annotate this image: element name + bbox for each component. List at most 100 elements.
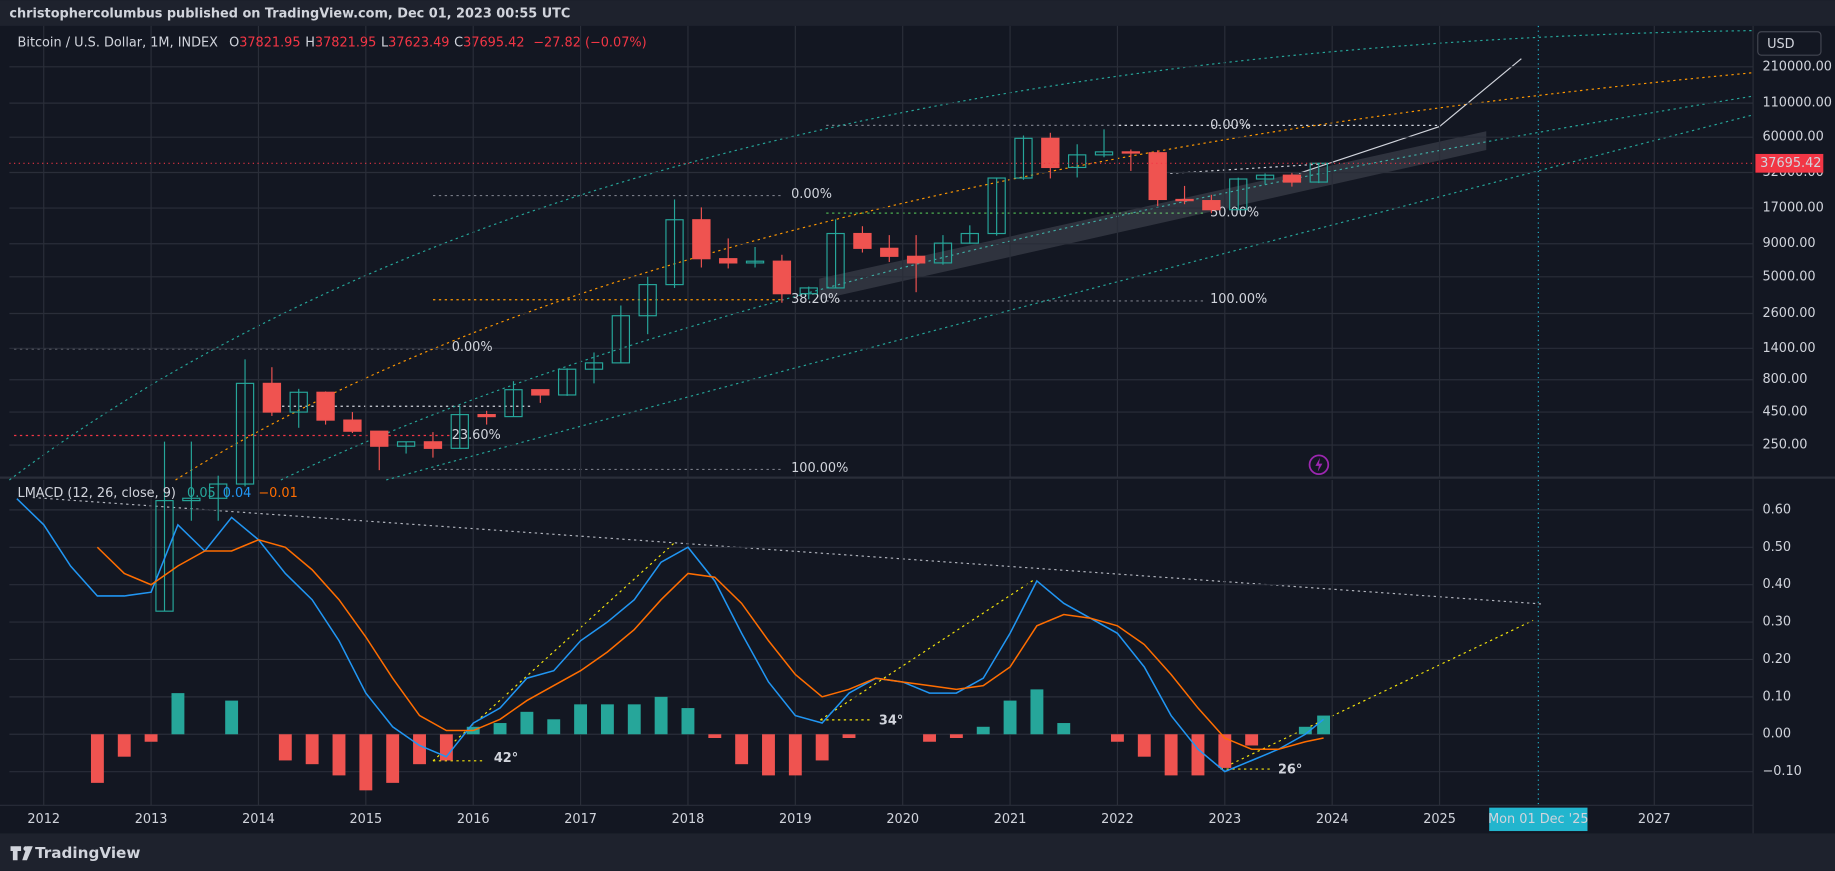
- y-tick-label: 2600.00: [1762, 306, 1815, 321]
- ohlc: O37821.95 H37821.95 L37623.49 C37695.42: [229, 35, 524, 50]
- histogram-bar: [171, 693, 185, 735]
- candle-body: [719, 258, 738, 264]
- x-tick-label: 2020: [886, 812, 919, 827]
- y-tick-label: 17000.00: [1762, 201, 1823, 216]
- candle-body: [182, 497, 201, 502]
- histogram-bar: [1110, 734, 1124, 742]
- channel-band: [819, 131, 1487, 300]
- fib-label: 100.00%: [791, 461, 848, 476]
- legend-value: 0.05: [187, 485, 216, 500]
- fib-label: 100.00%: [1210, 292, 1267, 307]
- ohlc-key: H: [305, 35, 315, 50]
- candle-body: [1202, 200, 1221, 211]
- histogram-bar: [547, 719, 561, 735]
- y-tick-label: 0.50: [1762, 540, 1791, 555]
- legend-value: −0.01: [258, 485, 297, 500]
- histogram-bar: [1317, 715, 1331, 735]
- x-tick-label: 2025: [1423, 812, 1456, 827]
- x-tick-label: 2019: [779, 812, 812, 827]
- ohlc-value: 37821.95: [315, 35, 376, 50]
- x-tick-label: 2015: [349, 812, 382, 827]
- candle-body: [262, 382, 282, 413]
- y-tick-label: −0.10: [1762, 764, 1801, 779]
- candle-body: [155, 500, 174, 612]
- candle-body: [1148, 152, 1167, 201]
- candle-body: [343, 419, 362, 432]
- candle-body: [987, 177, 1006, 235]
- publisher: christophercolumbus published on Trading…: [9, 7, 570, 22]
- histogram-bar: [144, 734, 158, 742]
- histogram-bar: [1245, 734, 1259, 746]
- histogram-bar: [654, 696, 668, 735]
- lightning-icon[interactable]: [1308, 454, 1330, 475]
- histogram-bar: [386, 734, 400, 783]
- channel: [175, 72, 1754, 481]
- y-tick-label: 210000.00: [1762, 59, 1832, 74]
- indicator-line: [96, 538, 1324, 751]
- x-tick-label: 2017: [564, 812, 597, 827]
- candle-body: [638, 284, 657, 317]
- histogram-bar: [1298, 726, 1312, 735]
- candle-body: [1067, 154, 1087, 169]
- histogram-bar: [90, 734, 104, 783]
- histogram-bar: [762, 734, 775, 776]
- channel: [9, 29, 1754, 481]
- top-bar: [0, 0, 1835, 26]
- crosshair-box: [1489, 807, 1588, 832]
- change: −27.82 (−0.07%): [533, 35, 646, 50]
- candle-body: [209, 483, 228, 499]
- drawing-line: [1220, 619, 1534, 770]
- candle-body: [1041, 137, 1060, 169]
- candle-body: [772, 260, 792, 295]
- candle-body: [799, 287, 818, 295]
- angle-label: 34°: [879, 714, 903, 729]
- histogram-bar: [493, 723, 507, 735]
- histogram-bar: [600, 704, 614, 735]
- histogram-bar: [1003, 700, 1017, 735]
- symbol-legend: Bitcoin / U.S. Dollar, 1M, INDEX O37821.…: [18, 35, 647, 50]
- x-tick-label: 2022: [1101, 812, 1134, 827]
- x-tick-label: 2016: [457, 812, 490, 827]
- channel: [386, 114, 1754, 481]
- y-tick-label: 110000.00: [1762, 96, 1832, 111]
- ohlc-value: 37695.42: [463, 35, 524, 50]
- histogram-bar: [1057, 723, 1071, 735]
- histogram-bar: [788, 734, 802, 776]
- candle-body: [665, 219, 684, 286]
- indicator-line: [16, 498, 1325, 773]
- y-tick-label: 0.30: [1762, 615, 1791, 630]
- currency-button[interactable]: [1757, 31, 1822, 56]
- candle-body: [853, 232, 872, 249]
- x-tick-label: 2013: [135, 812, 168, 827]
- histogram-bar: [117, 734, 131, 757]
- indicator-title: LMACD (12, 26, close, 9): [18, 485, 176, 500]
- candle-body: [584, 362, 604, 370]
- x-tick-label: 2018: [672, 812, 705, 827]
- candle-body: [1014, 137, 1033, 179]
- x-tick-label: 2024: [1316, 812, 1349, 827]
- candle-body: [960, 232, 979, 244]
- candle-body: [611, 315, 631, 364]
- histogram-bar: [413, 734, 426, 765]
- angle-label: 26°: [1278, 763, 1302, 778]
- candle-body: [1094, 151, 1114, 156]
- fib-label: 0.00%: [452, 340, 493, 355]
- histogram-bar: [305, 734, 319, 765]
- legend-value: 0.04: [223, 485, 252, 500]
- histogram-bar: [708, 734, 722, 738]
- ohlc-key: C: [454, 35, 463, 50]
- histogram-bar: [1030, 689, 1044, 735]
- fib-label: 0.00%: [791, 187, 832, 202]
- candle-body: [504, 389, 523, 418]
- candle-body: [745, 260, 765, 264]
- brand: TradingView: [35, 844, 140, 862]
- histogram-bar: [1164, 734, 1178, 776]
- histogram-bar: [735, 734, 749, 765]
- crosshair-label: Mon 01 Dec '25: [1488, 812, 1589, 827]
- x-tick-label: 2027: [1638, 812, 1671, 827]
- macd-legend: LMACD (12, 26, close, 9) 0.05 0.04 −0.01: [18, 485, 298, 500]
- y-tick-label: 0.40: [1762, 577, 1791, 592]
- histogram-bar: [923, 734, 936, 742]
- candle-body: [289, 391, 308, 413]
